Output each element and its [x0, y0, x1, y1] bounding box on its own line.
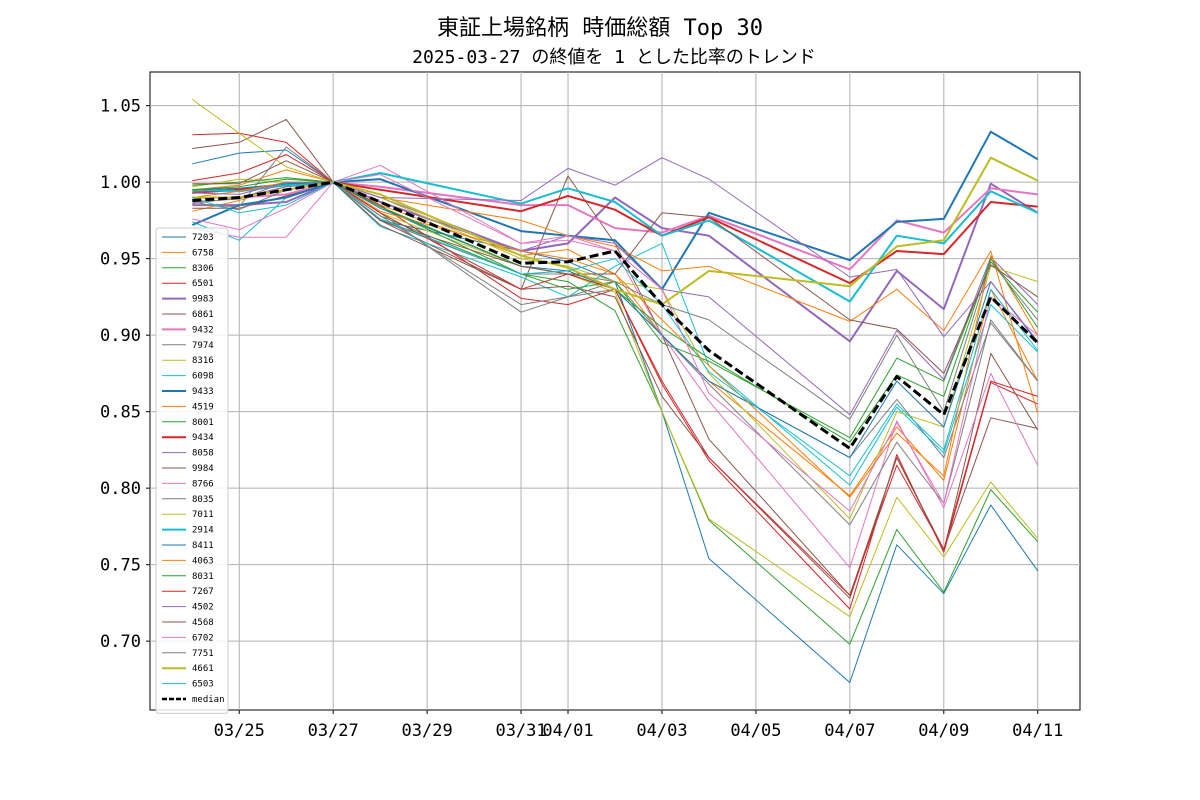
legend-label: 8058 [192, 449, 214, 459]
y-tick-label: 0.70 [100, 632, 141, 652]
legend-label: 7974 [192, 341, 214, 351]
legend-label: 9434 [192, 433, 214, 443]
y-tick-label: 0.90 [100, 326, 141, 346]
series-line-7011 [192, 99, 1038, 520]
series-line-6503 [192, 181, 1039, 477]
legend-label: 4502 [192, 603, 214, 613]
x-tick-label: 03/29 [402, 721, 453, 741]
series-line-6702 [192, 174, 1039, 512]
legend-label: 6702 [192, 633, 214, 643]
series-line-9433 [191, 130, 1039, 291]
legend-label: median [192, 695, 225, 705]
plot-frame [149, 71, 1081, 711]
legend-label: 6501 [192, 279, 214, 289]
y-axis: 0.70 0.75 0.80 0.85 0.90 0.95 1.00 1.05 [100, 97, 150, 652]
series-line-7751 [192, 181, 1039, 420]
legend-label: 7751 [192, 649, 214, 659]
legend-label: 8001 [192, 418, 214, 428]
series-lines [191, 99, 1039, 683]
legend-label: 8411 [192, 541, 214, 551]
y-tick-label: 1.00 [100, 173, 141, 193]
legend-label: 4519 [192, 402, 214, 412]
chart-subtitle: 2025-03-27 の終値を 1 とした比率のトレンド [412, 47, 816, 68]
series-line-2914 [192, 172, 1039, 303]
y-tick-label: 0.95 [100, 250, 141, 270]
series-line-9432 [192, 181, 1038, 271]
legend-box [155, 227, 229, 714]
grid [150, 72, 1080, 710]
series-line-8058 [192, 181, 1039, 416]
x-tick-label: 04/11 [1012, 721, 1063, 741]
legend-label: 9983 [192, 295, 214, 305]
series-line-8035 [192, 146, 1039, 526]
legend-label: 6758 [192, 248, 214, 258]
chart-title: 東証上場銘柄 時価総額 Top 30 [437, 16, 763, 41]
legend: 7203 6758 8306 6501 9983 6861 9432 7974 8316 6098… [155, 227, 229, 714]
y-tick-label: 0.80 [100, 479, 141, 499]
x-tick-label: 04/01 [542, 721, 593, 741]
series-line-6758 [192, 181, 1039, 497]
series-line-median [192, 180, 1039, 450]
x-tick-label: 03/27 [308, 721, 359, 741]
legend-label: 6503 [192, 680, 214, 690]
y-tick-label: 1.05 [100, 97, 141, 117]
legend-label: 8316 [192, 356, 214, 366]
legend-label: 6861 [192, 310, 214, 320]
x-tick-label: 04/07 [824, 721, 875, 741]
legend-label: 8031 [192, 572, 214, 582]
legend-label: 8766 [192, 479, 214, 489]
series-line-4568 [192, 160, 1038, 374]
legend-label: 7203 [192, 233, 214, 243]
y-tick-label: 0.75 [100, 556, 141, 576]
x-tick-label: 03/31 [495, 721, 546, 741]
x-tick-label: 04/03 [636, 721, 687, 741]
x-tick-label: 04/05 [730, 721, 781, 741]
series-line-8001 [192, 177, 1039, 439]
x-tick-label: 03/25 [214, 721, 265, 741]
y-tick-label: 0.85 [100, 403, 141, 423]
series-line-6501 [192, 132, 1038, 610]
series-line-4063 [192, 181, 1039, 498]
x-tick-label: 04/09 [918, 721, 969, 741]
legend-label: 7267 [192, 587, 214, 597]
series-line-4519 [192, 169, 1039, 414]
series-line-9984 [192, 118, 1039, 599]
legend-label: 2914 [192, 526, 214, 536]
legend-label: 9433 [192, 387, 214, 397]
legend-label: 6098 [192, 372, 214, 382]
series-line-8766 [192, 164, 1039, 569]
legend-label: 8035 [192, 495, 214, 505]
legend-label: 9432 [192, 325, 214, 335]
legend-label: 4063 [192, 556, 214, 566]
legend-label: 8306 [192, 264, 214, 274]
series-line-9983 [192, 181, 1039, 343]
legend-label: 7011 [192, 510, 214, 520]
legend-label: 9984 [192, 464, 214, 474]
legend-label: 4661 [192, 664, 214, 674]
legend-label: 4568 [192, 618, 214, 628]
